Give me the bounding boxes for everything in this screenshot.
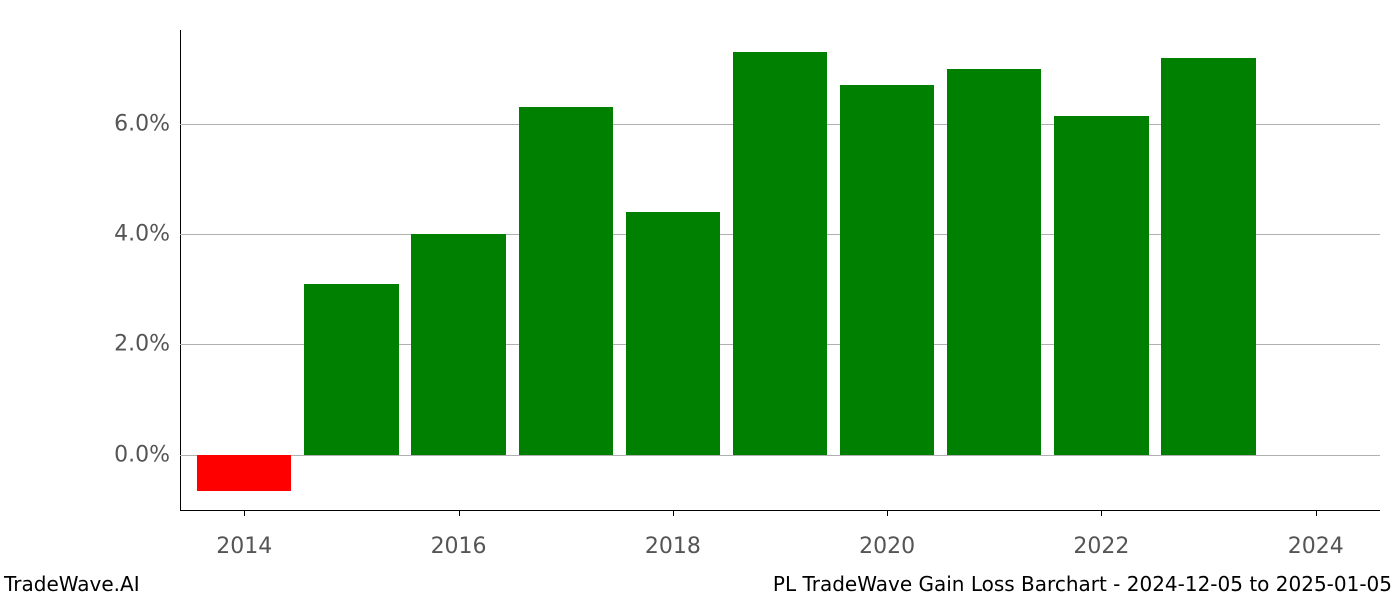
plot-area: 0.0%2.0%4.0%6.0%201420162018202020222024 bbox=[180, 30, 1380, 510]
bar bbox=[947, 69, 1041, 455]
x-tick-label: 2024 bbox=[1288, 534, 1344, 559]
footer-left-text: TradeWave.AI bbox=[4, 572, 140, 596]
bar bbox=[411, 234, 505, 455]
y-tick-label: 0.0% bbox=[114, 442, 170, 467]
bar bbox=[733, 52, 827, 455]
x-axis-spine bbox=[180, 510, 1380, 511]
bar bbox=[197, 455, 291, 491]
x-tick-label: 2014 bbox=[216, 534, 272, 559]
bar bbox=[840, 85, 934, 455]
y-tick-label: 6.0% bbox=[114, 111, 170, 136]
bar bbox=[626, 212, 720, 455]
x-tick-label: 2022 bbox=[1073, 534, 1129, 559]
zero-gridline bbox=[180, 455, 1380, 456]
bar bbox=[1054, 116, 1148, 455]
y-tick-label: 4.0% bbox=[114, 222, 170, 247]
footer-right-text: PL TradeWave Gain Loss Barchart - 2024-1… bbox=[773, 572, 1392, 596]
x-tick-label: 2016 bbox=[431, 534, 487, 559]
y-axis-spine bbox=[180, 30, 181, 510]
bar bbox=[1161, 58, 1255, 455]
bar bbox=[304, 284, 398, 455]
bar bbox=[519, 107, 613, 455]
y-tick-label: 2.0% bbox=[114, 332, 170, 357]
barchart-figure: 0.0%2.0%4.0%6.0%201420162018202020222024… bbox=[0, 0, 1400, 600]
x-tick-label: 2018 bbox=[645, 534, 701, 559]
x-tick-label: 2020 bbox=[859, 534, 915, 559]
